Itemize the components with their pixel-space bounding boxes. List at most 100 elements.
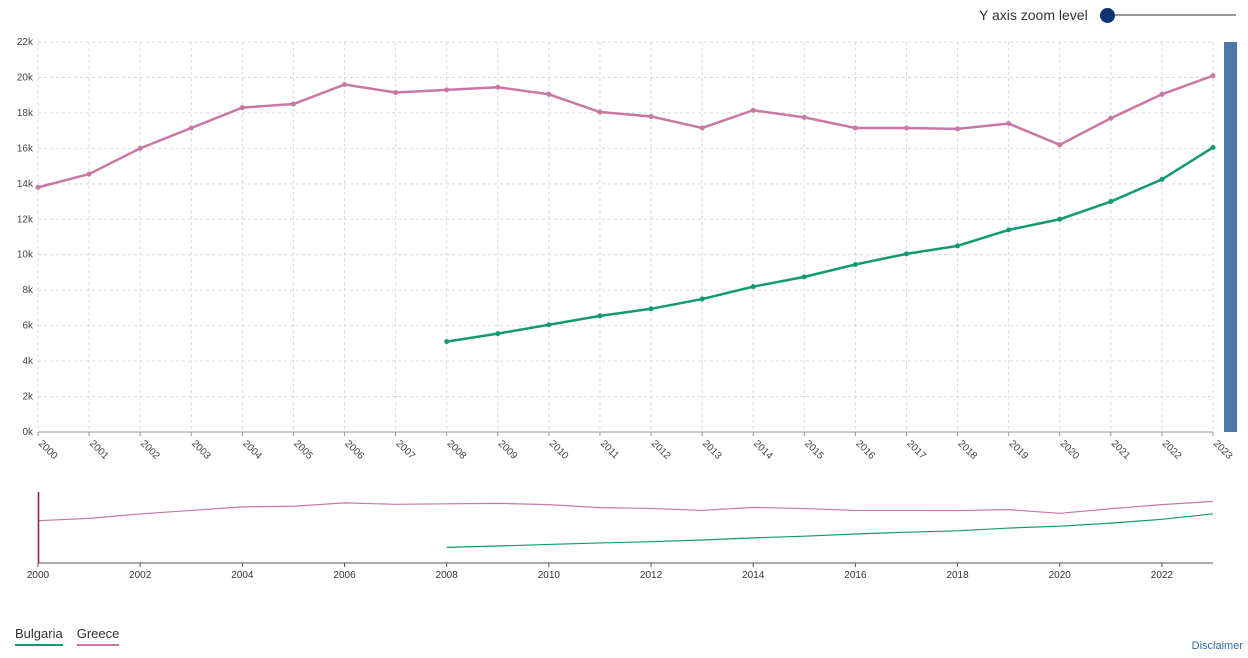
- main-series-points: [35, 73, 1216, 345]
- data-point-greece: [393, 90, 399, 96]
- x-tick-label: 2014: [751, 438, 775, 462]
- y-tick-label: 20k: [17, 72, 34, 83]
- legend: Bulgaria Greece: [15, 625, 133, 649]
- data-point-bulgaria: [1108, 199, 1114, 205]
- navigator-line-greece: [37, 500, 1214, 522]
- x-tick-label: 2004: [240, 438, 264, 462]
- x-tick-label: 2007: [393, 438, 417, 462]
- navigator-tick-label: 2008: [436, 570, 459, 581]
- data-point-bulgaria: [750, 284, 756, 290]
- data-point-greece: [955, 126, 961, 132]
- data-point-greece: [444, 87, 450, 93]
- data-point-greece: [1057, 142, 1063, 148]
- navigator-chart[interactable]: 2000 2002 2004 2006 2008 2010 2012 2014 2016 2018…: [0, 485, 1248, 585]
- x-tick-label: 2003: [189, 438, 213, 462]
- navigator-tick-label: 2018: [946, 570, 969, 581]
- x-tick-label: 2002: [138, 438, 162, 462]
- data-point-greece: [546, 91, 552, 97]
- y-tick-label: 14k: [17, 179, 34, 190]
- y-tick-label: 6k: [22, 321, 34, 332]
- y-tick-label: 8k: [22, 285, 34, 296]
- data-point-greece: [1006, 121, 1012, 127]
- data-point-bulgaria: [597, 313, 603, 319]
- data-point-greece: [239, 105, 245, 111]
- navigator-tick-label: 2000: [27, 570, 50, 581]
- data-point-greece: [495, 84, 501, 90]
- navigator-tick-label: 2014: [742, 570, 765, 581]
- y-tick-label: 18k: [17, 108, 34, 119]
- y-axis-zoom-label: Y axis zoom level: [979, 7, 1088, 23]
- x-tick-label: 2006: [342, 438, 366, 462]
- x-axis-tick-labels: 2000 2001 2002 2003 2004 2005 2006 2007 2008 2009…: [36, 438, 1235, 462]
- data-point-bulgaria: [852, 261, 858, 267]
- x-tick-label: 2013: [700, 438, 724, 462]
- data-point-bulgaria: [1159, 176, 1165, 182]
- navigator-tick-label: 2004: [231, 570, 254, 581]
- data-point-bulgaria: [1057, 216, 1063, 222]
- x-tick-label: 2021: [1109, 438, 1133, 462]
- data-point-greece: [903, 125, 909, 131]
- data-point-greece: [750, 107, 756, 113]
- data-point-greece: [597, 109, 603, 115]
- navigator-axis: 2000 2002 2004 2006 2008 2010 2012 2014 2016 2018…: [27, 562, 1213, 581]
- x-tick-label: 2012: [649, 438, 673, 462]
- navigator-tick-label: 2020: [1049, 570, 1072, 581]
- data-point-greece: [1159, 91, 1165, 97]
- x-tick-label: 2023: [1211, 438, 1235, 462]
- navigator-tick-label: 2016: [844, 570, 867, 581]
- series-line-bulgaria: [446, 146, 1214, 343]
- legend-item-bulgaria[interactable]: Bulgaria: [15, 626, 63, 646]
- x-tick-label: 2015: [802, 438, 826, 462]
- main-series-lines: [37, 74, 1214, 343]
- data-point-greece: [188, 125, 194, 131]
- data-point-greece: [86, 171, 92, 177]
- data-point-bulgaria: [801, 274, 807, 280]
- x-tick-label: 2011: [598, 438, 621, 461]
- x-tick-label: 2001: [87, 438, 111, 462]
- x-tick-label: 2016: [853, 438, 877, 462]
- data-point-bulgaria: [1210, 144, 1216, 150]
- legend-item-greece[interactable]: Greece: [76, 626, 120, 646]
- y-tick-label: 12k: [17, 214, 34, 225]
- data-point-bulgaria: [444, 339, 450, 345]
- series-line-greece: [37, 74, 1214, 189]
- data-point-bulgaria: [648, 306, 654, 312]
- data-point-bulgaria: [699, 296, 705, 302]
- navigator-tick-label: 2012: [640, 570, 663, 581]
- navigator-tick-label: 2022: [1151, 570, 1174, 581]
- disclaimer-link[interactable]: Disclaimer: [1191, 640, 1243, 652]
- data-point-greece: [1210, 73, 1216, 79]
- data-point-greece: [35, 184, 41, 190]
- x-tick-label: 2010: [547, 438, 571, 462]
- data-point-greece: [137, 145, 143, 151]
- y-tick-label: 2k: [22, 392, 34, 403]
- x-tick-label: 2000: [36, 438, 60, 462]
- y-tick-label: 4k: [22, 356, 34, 367]
- y-axis-tick-labels: 0k 2k 4k 6k 8k 10k 12k 14k 16k 18k 20k 22k: [17, 37, 34, 438]
- navigator-series-lines: [37, 500, 1214, 548]
- navigator-tick-label: 2002: [129, 570, 152, 581]
- x-tick-label: 2019: [1007, 438, 1031, 462]
- main-gridlines: [37, 41, 1214, 436]
- x-tick-label: 2008: [445, 438, 469, 462]
- x-tick-label: 2009: [496, 438, 520, 462]
- y-axis-zoom-slider-track[interactable]: [1108, 14, 1236, 16]
- y-tick-label: 0k: [22, 427, 34, 438]
- y-tick-label: 10k: [17, 250, 34, 261]
- y-tick-label: 22k: [17, 37, 34, 48]
- y-axis-zoom-control: Y axis zoom level: [960, 4, 1240, 26]
- data-point-bulgaria: [495, 331, 501, 337]
- data-point-bulgaria: [903, 251, 909, 257]
- navigator-tick-label: 2006: [333, 570, 356, 581]
- data-point-greece: [801, 114, 807, 120]
- navigator-tick-label: 2010: [538, 570, 561, 581]
- x-tick-label: 2017: [904, 438, 928, 462]
- x-tick-label: 2020: [1058, 438, 1082, 462]
- data-point-greece: [290, 101, 296, 107]
- navigator-line-bulgaria: [446, 513, 1214, 548]
- y-tick-label: 16k: [17, 143, 34, 154]
- vertical-scrollbar[interactable]: [1224, 42, 1237, 432]
- data-point-bulgaria: [1006, 227, 1012, 233]
- y-axis-zoom-slider-thumb[interactable]: [1100, 8, 1115, 23]
- x-tick-label: 2018: [955, 438, 979, 462]
